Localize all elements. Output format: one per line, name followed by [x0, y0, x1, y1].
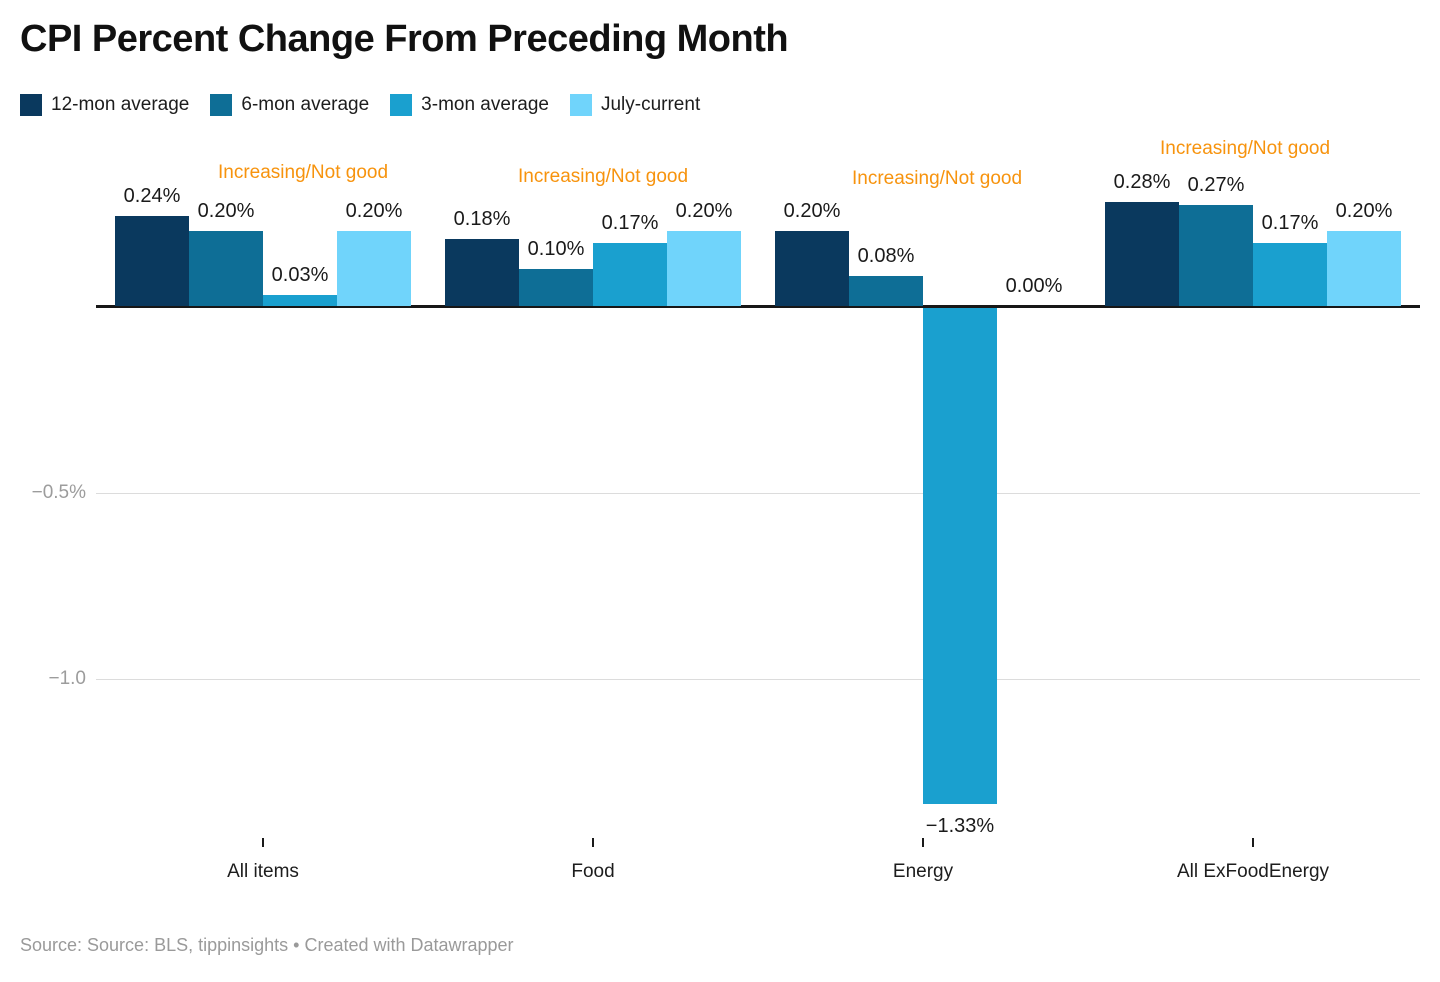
bar: [1105, 201, 1179, 306]
x-tick: [922, 838, 924, 847]
bar: [445, 238, 519, 306]
legend-label: 6-mon average: [241, 94, 370, 115]
annotation-increasing-not-good: Increasing/Not good: [517, 166, 689, 187]
gridline: [96, 679, 1420, 680]
bar-value-label: 0.18%: [453, 207, 511, 230]
annotation-increasing-not-good: Increasing/Not good: [1159, 138, 1331, 159]
legend-swatch-icon: [390, 94, 413, 116]
y-tick-label: −1.0: [48, 668, 86, 689]
legend: 12-mon average 6-mon average 3-mon average…: [20, 94, 700, 116]
bar-value-label: 0.20%: [197, 200, 255, 223]
bar-value-label: 0.10%: [527, 237, 585, 260]
source-line: Source: Source: BLS, tippinsights • Crea…: [20, 935, 514, 955]
bar: [667, 231, 741, 306]
bar-value-label: 0.08%: [857, 245, 915, 268]
bar-value-label: 0.17%: [1261, 211, 1319, 234]
legend-item: 6-mon average: [210, 94, 369, 116]
bar-value-label: 0.27%: [1187, 174, 1245, 197]
bar: [1327, 231, 1401, 306]
legend-swatch-icon: [210, 94, 233, 116]
category-label: All items: [227, 861, 299, 882]
legend-label: 12-mon average: [51, 94, 190, 115]
bar-value-label: 0.17%: [601, 211, 659, 234]
bar-value-label: 0.28%: [1113, 170, 1171, 193]
bar-value-label: −1.33%: [925, 815, 995, 838]
bar: [923, 308, 997, 805]
bar: [115, 216, 189, 306]
bar: [1253, 242, 1327, 306]
bar-value-label: 0.03%: [271, 263, 329, 286]
bar: [849, 276, 923, 306]
bar: [263, 294, 337, 306]
bar-value-label: 0.24%: [123, 185, 181, 208]
category-label: All ExFoodEnergy: [1176, 861, 1330, 882]
x-axis-line: [96, 305, 1420, 308]
bar-value-label: 0.00%: [1005, 275, 1063, 297]
category-label: Food: [571, 861, 615, 882]
legend-item: 3-mon average: [390, 94, 549, 116]
bar: [593, 242, 667, 306]
bar-value-label: 0.20%: [1335, 200, 1393, 223]
legend-item: July-current: [569, 94, 701, 116]
legend-swatch-icon: [20, 94, 42, 116]
x-tick: [592, 838, 594, 847]
chart-title: CPI Percent Change From Preceding Month: [20, 18, 789, 60]
bar-value-label: 0.20%: [345, 200, 403, 223]
bar: [519, 268, 593, 306]
bar-value-label: 0.20%: [675, 200, 733, 223]
legend-label: July-current: [600, 94, 701, 115]
bar: [1179, 205, 1253, 306]
annotation-increasing-not-good: Increasing/Not good: [217, 162, 389, 183]
category-label: Energy: [892, 861, 954, 882]
legend-swatch-icon: [569, 94, 592, 116]
annotation-increasing-not-good: Increasing/Not good: [851, 168, 1023, 189]
y-tick-label: −0.5%: [31, 481, 86, 503]
x-tick: [262, 838, 264, 847]
x-tick: [1252, 838, 1254, 847]
legend-item: 12-mon average: [20, 94, 189, 116]
legend-label: 3-mon average: [421, 94, 549, 115]
bar: [337, 231, 411, 306]
gridline: [96, 492, 1420, 494]
bar-value-label: 0.20%: [783, 200, 841, 223]
bar: [189, 231, 263, 306]
bar: [775, 231, 849, 306]
